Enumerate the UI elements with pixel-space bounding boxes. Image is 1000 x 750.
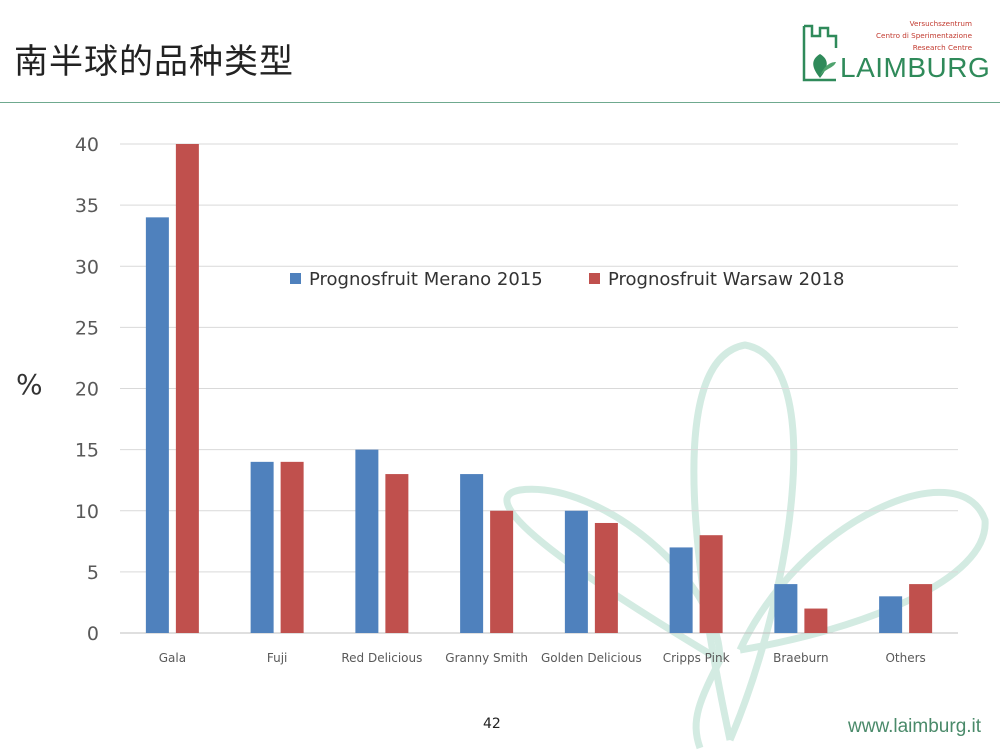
castle-icon — [802, 24, 838, 82]
header-divider — [0, 102, 1000, 103]
y-tick-label: 35 — [75, 195, 99, 217]
y-tick-label: 15 — [75, 440, 99, 462]
bar-series-1 — [460, 474, 484, 633]
bar-series-2 — [490, 510, 514, 633]
website-link[interactable]: www.laimburg.it — [848, 716, 982, 737]
y-tick-label: 25 — [75, 317, 99, 339]
bar-series-2 — [804, 608, 828, 633]
legend-swatch-series-2 — [589, 273, 600, 284]
x-tick-label: Golden Delicious — [541, 651, 642, 665]
bar-series-2 — [699, 535, 723, 633]
y-tick-label: 40 — [75, 134, 99, 156]
bar-series-1 — [774, 584, 798, 633]
y-tick-label: 0 — [87, 623, 99, 645]
logo-line-3: Research Centre — [912, 43, 972, 52]
bar-series-2 — [280, 461, 304, 633]
legend-item-series-2: Prognosfruit Warsaw 2018 — [589, 269, 844, 290]
x-tick-label: Fuji — [267, 651, 288, 665]
bar-series-1 — [355, 449, 379, 633]
bar-series-1 — [250, 461, 274, 633]
y-tick-labels: 0 5 10 15 20 25 30 35 40 — [75, 134, 99, 645]
bar-series-2 — [909, 584, 933, 633]
y-tick-label: 30 — [75, 256, 99, 278]
slide-title: 南半球的品种类型 — [14, 42, 294, 82]
logo-line-1: Versuchszentrum — [909, 19, 972, 28]
laimburg-logo: Versuchszentrum Centro di Sperimentazion… — [800, 14, 990, 86]
bar-series-1 — [669, 547, 693, 633]
x-tick-labels: Gala Fuji Red Delicious Granny Smith Golden … — [159, 651, 926, 665]
bar-series-1 — [879, 596, 903, 633]
x-tick-label: Braeburn — [773, 651, 828, 665]
bar-series-1 — [145, 217, 169, 633]
bars — [145, 144, 933, 633]
x-tick-label: Granny Smith — [445, 651, 528, 665]
bar-series-1 — [564, 510, 588, 633]
y-axis-label: % — [16, 368, 43, 401]
x-tick-label: Others — [885, 651, 925, 665]
y-tick-label: 10 — [75, 501, 99, 523]
y-tick-label: 20 — [75, 379, 99, 401]
legend-item-series-1: Prognosfruit Merano 2015 — [290, 269, 543, 290]
logo-wordmark: LAIMBURG — [840, 52, 991, 83]
bar-series-2 — [385, 474, 409, 633]
x-tick-label: Red Delicious — [341, 651, 422, 665]
y-tick-label: 5 — [87, 562, 99, 584]
grid-lines — [120, 143, 958, 634]
logo-line-2: Centro di Sperimentazione — [876, 31, 972, 40]
legend-label-series-2: Prognosfruit Warsaw 2018 — [608, 269, 845, 290]
page-number: 42 — [483, 716, 501, 732]
bar-series-2 — [594, 522, 618, 633]
x-tick-label: Gala — [159, 651, 186, 665]
legend-swatch-series-1 — [290, 273, 301, 284]
legend-label-series-1: Prognosfruit Merano 2015 — [309, 269, 543, 290]
bar-series-2 — [175, 144, 199, 633]
x-tick-label: Cripps Pink — [663, 651, 730, 665]
